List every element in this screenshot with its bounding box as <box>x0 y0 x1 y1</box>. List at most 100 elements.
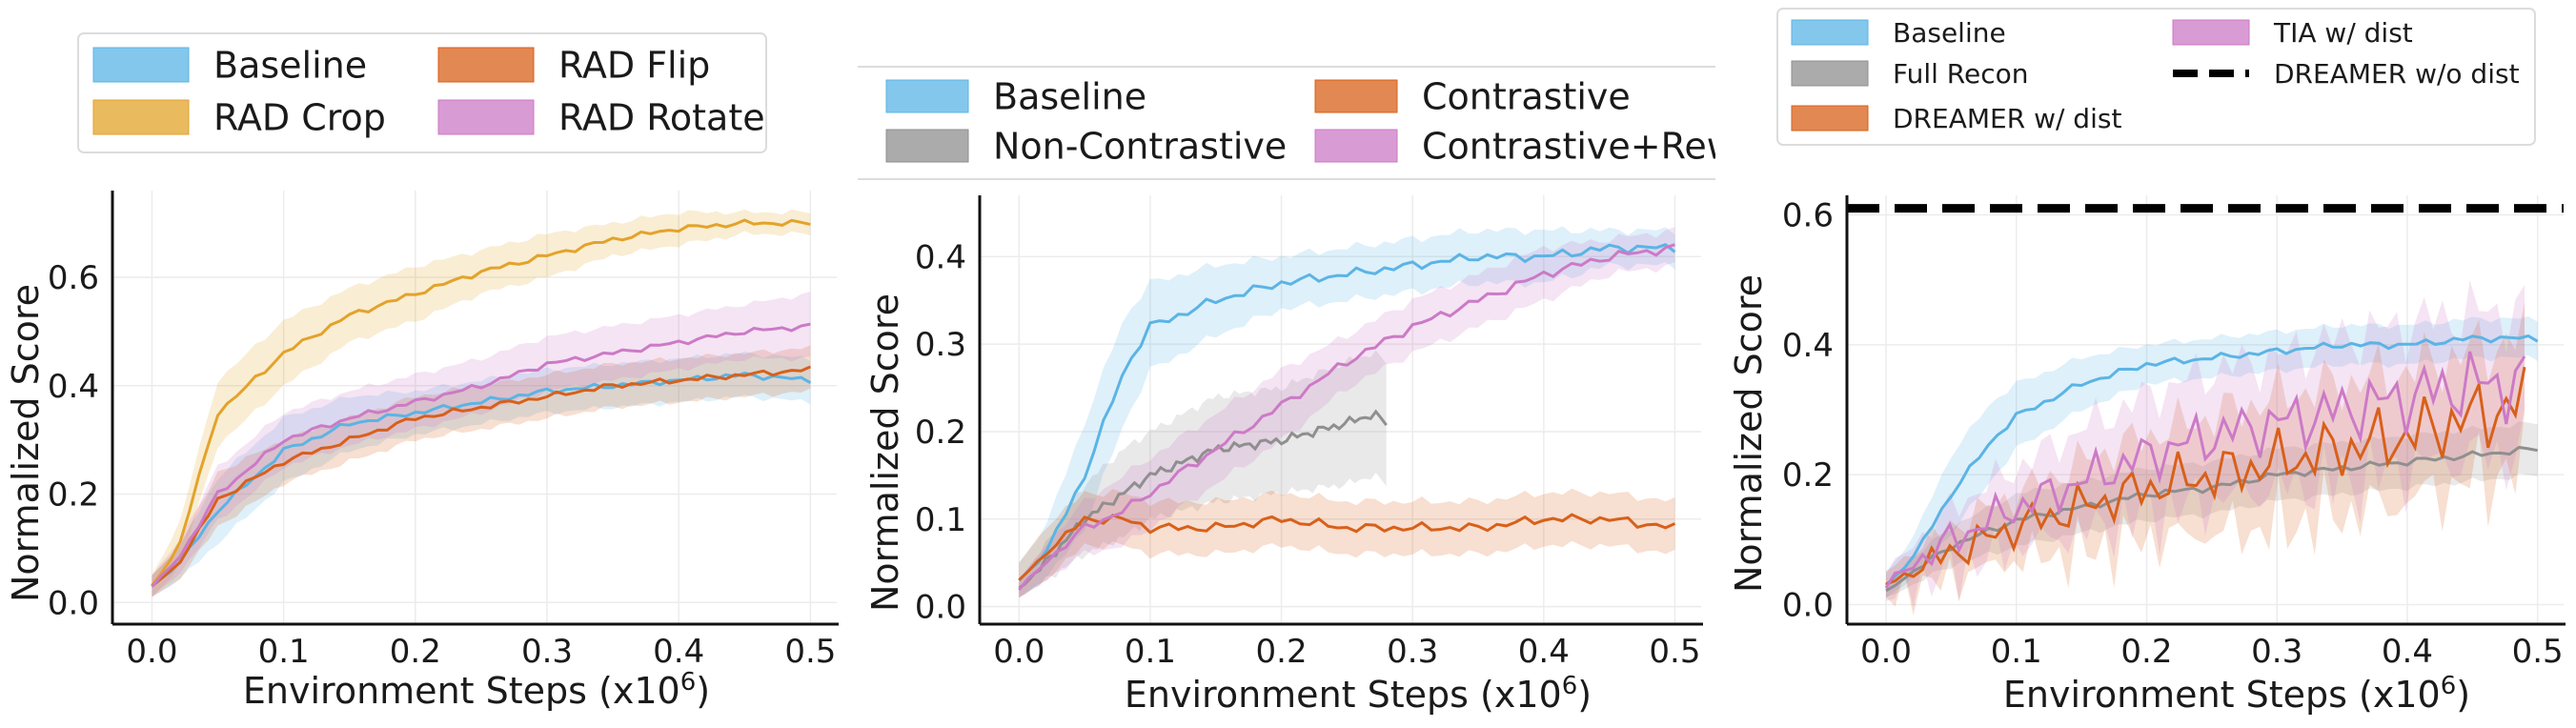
chart-3-legend-tia-w-dist-label: TIA w/ dist <box>2273 17 2413 49</box>
chart-1-legend-baseline-label: Baseline <box>213 45 367 87</box>
chart-1-series-rad-flip-line <box>151 365 811 588</box>
chart-2-series-baseline-band <box>1019 226 1675 598</box>
chart-1-series-rad-rotate-band <box>152 291 811 598</box>
chart-2-series-contrastive-rew-band <box>1019 227 1675 599</box>
chart-2-ytick-label: 0.1 <box>915 501 966 539</box>
chart-2-xtick-label: 0.2 <box>1256 633 1308 671</box>
chart-2-legend-contrastive-label: Contrastive <box>1422 76 1631 118</box>
chart-1-xtick-label: 0.0 <box>126 633 177 671</box>
chart-3-axes: 0.0 0.1 0.2 0.3 0.4 0.5 0.0 0.2 0.4 0.6 <box>1782 195 2566 671</box>
chart-3-ytick-label: 0.4 <box>1782 327 1834 365</box>
chart-2-ytick-label: 0.4 <box>915 238 966 276</box>
chart-1-xtick-label: 0.3 <box>521 633 573 671</box>
chart-2-series-contrastive-line <box>1018 513 1676 581</box>
chart-2-xtick-label: 0.3 <box>1387 633 1438 671</box>
chart-panel-3: Baseline Full Recon DREAMER w/ dist TIA w/ … <box>1715 0 2576 724</box>
chart-2-xtick-label: 0.4 <box>1518 633 1570 671</box>
chart-3-xtick-label: 0.5 <box>2512 633 2564 671</box>
chart-1-series-rad-rotate-line <box>151 322 811 588</box>
chart-panel-2: Baseline Non-Contrastive Contrastive Contra… <box>852 0 1736 724</box>
chart-2-legend-baseline-swatch <box>885 79 969 113</box>
chart-3-grid <box>1847 195 2564 624</box>
chart-3-legend-frame <box>1776 8 2536 146</box>
chart-2-ytick-label: 0.0 <box>915 589 966 627</box>
chart-panel-1: Baseline RAD Crop RAD Flip RAD Rotate 0.0 0.… <box>0 0 858 724</box>
chart-3-ytick-label: 0.0 <box>1782 587 1834 625</box>
chart-1-legend-rad-flip-label: RAD Flip <box>558 45 710 87</box>
chart-1-series-baseline-band <box>152 351 811 597</box>
chart-3-xtick-label: 0.4 <box>2382 633 2433 671</box>
chart-1-legend-rad-crop-swatch <box>92 99 190 135</box>
chart-2-legend: Baseline Non-Contrastive Contrastive Contra… <box>852 66 1736 180</box>
chart-3-legend-full-recon-swatch <box>1791 60 1869 87</box>
chart-2-xtick-label: 0.5 <box>1649 633 1700 671</box>
chart-1-bands <box>152 209 811 598</box>
chart-3-legend-dreamer-w-dist-label: DREAMER w/ dist <box>1893 103 2121 134</box>
chart-2-ytick-label: 0.3 <box>915 326 966 364</box>
chart-1-legend-frame <box>77 32 767 153</box>
chart-2-ytick-label: 0.2 <box>915 414 966 452</box>
chart-2-xtick-label: 0.1 <box>1125 633 1176 671</box>
chart-3-legend-baseline-swatch <box>1791 19 1869 46</box>
chart-1-series-rad-crop-line <box>151 218 811 587</box>
chart-1-ytick-label: 0.0 <box>48 584 99 622</box>
chart-1-svg: Baseline RAD Crop RAD Flip RAD Rotate 0.0 0.… <box>5 32 839 712</box>
chart-3-legend-dreamer-w-dist-swatch <box>1791 105 1869 131</box>
chart-3-legend-full-recon-label: Full Recon <box>1893 58 2028 90</box>
chart-2-series-contrastive-rew-line <box>1018 243 1675 592</box>
chart-2-legend-non-contrastive-swatch <box>885 129 969 163</box>
chart-1-lines <box>151 218 812 588</box>
chart-3-series-dreamer-w-dist-line <box>1885 366 2526 586</box>
chart-2-legend-contrastive-rew-swatch <box>1314 129 1398 163</box>
chart-3-series-full-recon-band <box>1886 421 2538 597</box>
chart-1-ytick-label: 0.2 <box>48 476 99 515</box>
chart-3-series-baseline-band <box>1886 316 2538 598</box>
chart-1-legend-rad-rotate-label: RAD Rotate <box>558 97 765 139</box>
chart-2-series-baseline-line <box>1018 243 1676 582</box>
chart-2-series-contrastive-band <box>1019 488 1675 598</box>
chart-1-xtick-label: 0.4 <box>653 633 704 671</box>
chart-1-legend: Baseline RAD Crop RAD Flip RAD Rotate <box>77 32 767 153</box>
chart-2-series-non-contrastive-line <box>1018 409 1388 590</box>
chart-1-legend-rad-crop-label: RAD Crop <box>213 97 386 139</box>
chart-1-ylabel: Normalized Score <box>5 284 47 602</box>
chart-2-series-non-contrastive-band <box>1019 350 1387 597</box>
chart-3-ytick-label: 0.2 <box>1782 456 1834 495</box>
chart-1-xlabel: Environment Steps (x106) <box>243 668 710 712</box>
chart-1-legend-baseline-swatch <box>92 47 190 83</box>
chart-1-series-rad-crop-band <box>152 209 811 597</box>
chart-3-series-tia-w-dist-line <box>1884 351 2526 589</box>
chart-3-xtick-label: 0.2 <box>2120 633 2172 671</box>
chart-2-grid <box>980 195 1701 624</box>
chart-1-xtick-label: 0.1 <box>258 633 310 671</box>
chart-3-series-tia-w-dist-band <box>1886 280 2525 608</box>
chart-2-xtick-label: 0.0 <box>993 633 1045 671</box>
chart-3-ylabel: Normalized Score <box>1728 274 1770 593</box>
chart-1-legend-rad-rotate-swatch <box>437 99 535 135</box>
chart-1-ytick-label: 0.6 <box>48 259 99 297</box>
chart-3-xtick-label: 0.1 <box>1991 633 2042 671</box>
chart-1-series-rad-flip-band <box>152 345 811 597</box>
chart-2-legend-contrastive-swatch <box>1314 79 1398 113</box>
chart-3-lines <box>1847 204 2564 593</box>
chart-2-legend-contrastive-rew-label: Contrastive+Rew <box>1422 126 1715 168</box>
chart-3-series-baseline-line <box>1884 334 2539 587</box>
chart-3-xtick-label: 0.3 <box>2251 633 2302 671</box>
chart-3-xlabel: Environment Steps (x106) <box>2003 672 2470 716</box>
chart-3-legend-dreamer-w-o-dist-label: DREAMER w/o dist <box>2274 58 2520 90</box>
chart-3-ytick-label: 0.6 <box>1782 196 1834 234</box>
chart-3-svg: Baseline Full Recon DREAMER w/ dist TIA w/ … <box>1728 8 2566 716</box>
chart-2-svg: Baseline Non-Contrastive Contrastive Contra… <box>852 66 1736 716</box>
chart-3-legend: Baseline Full Recon DREAMER w/ dist TIA w/ … <box>1776 8 2536 146</box>
chart-1-legend-rad-flip-swatch <box>437 47 535 83</box>
chart-3-legend-baseline-label: Baseline <box>1893 17 2006 49</box>
chart-3-legend-tia-w-dist-swatch <box>2172 19 2250 46</box>
chart-2-legend-non-contrastive-label: Non-Contrastive <box>993 126 1287 168</box>
chart-2-ylabel: Normalized Score <box>864 293 906 612</box>
chart-1-xtick-label: 0.2 <box>390 633 441 671</box>
chart-3-xtick-label: 0.0 <box>1860 633 1912 671</box>
chart-1-axes: 0.0 0.1 0.2 0.3 0.4 0.5 0.0 0.2 0.4 0.6 <box>48 191 839 671</box>
chart-2-axes: 0.0 0.1 0.2 0.3 0.4 0.5 0.0 0.1 0.2 0.3 0.4 <box>915 195 1703 671</box>
chart-2-xlabel: Environment Steps (x106) <box>1125 672 1592 716</box>
chart-2-lines <box>1018 243 1676 592</box>
